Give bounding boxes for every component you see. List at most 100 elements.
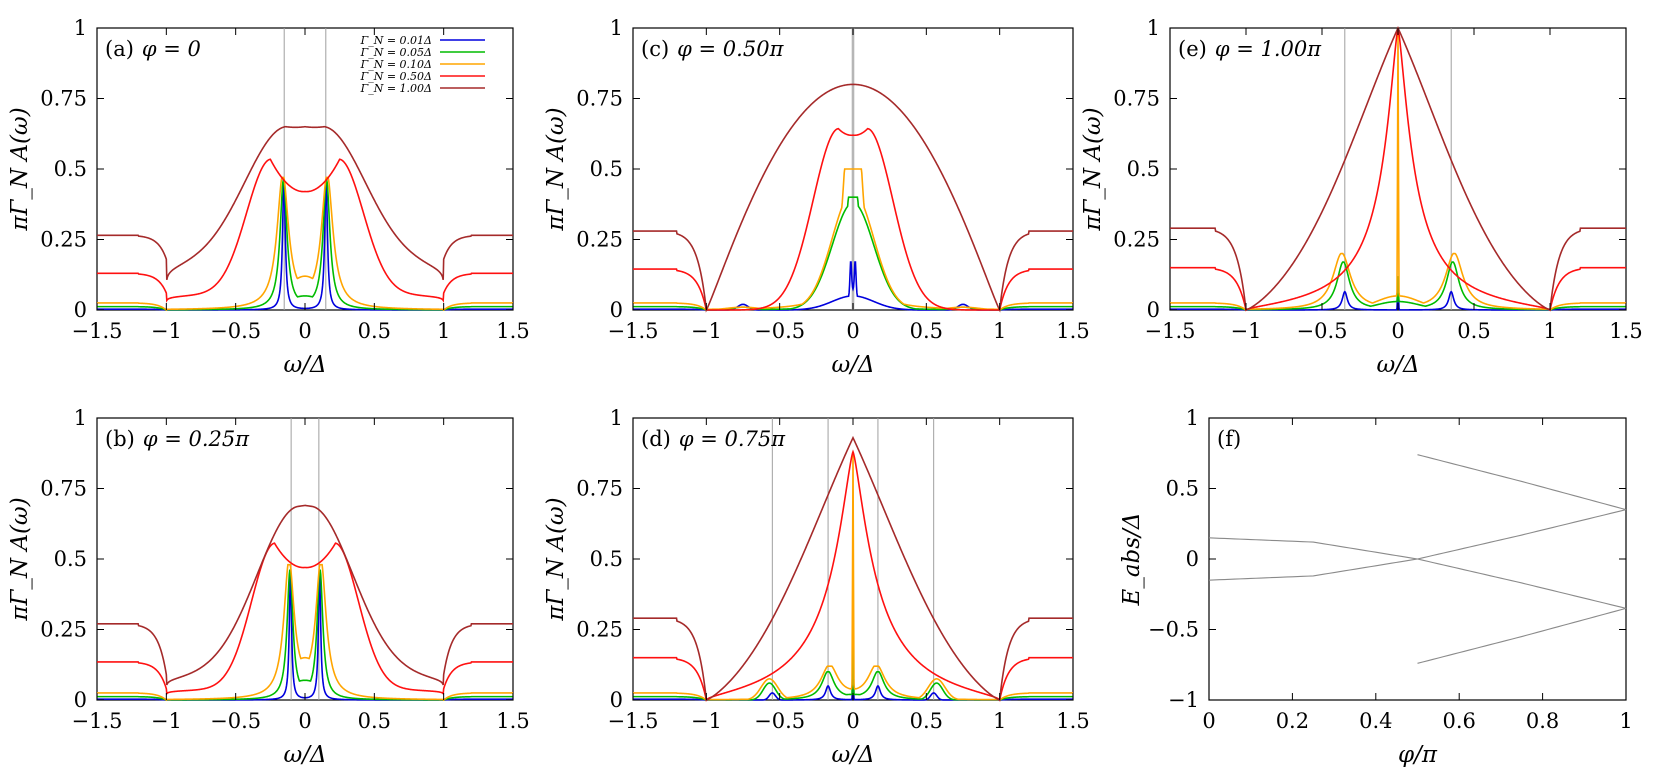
legend-label: Γ_N = 0.01Δ — [360, 34, 432, 47]
x-tick-label: 1.5 — [496, 319, 529, 343]
x-tick-label: 0.5 — [910, 319, 943, 343]
plot-frame — [96, 27, 514, 311]
x-tick-label: −1 — [1231, 319, 1262, 343]
x-tick-label: 0.6 — [1442, 709, 1475, 733]
series-line-g001 — [97, 575, 513, 701]
abs-branch-line — [1417, 454, 1627, 511]
legend-label: Γ_N = 1.00Δ — [360, 82, 432, 95]
series-line-g050 — [97, 542, 513, 696]
y-tick-label: 0.5 — [54, 547, 87, 571]
x-axis-label: ω/Δ — [283, 742, 326, 768]
y-tick-label: 0.75 — [1113, 87, 1160, 111]
abs-branch-line — [1208, 537, 1627, 609]
y-tick-label: 0 — [74, 688, 87, 712]
y-tick-label: 0.75 — [40, 477, 87, 501]
x-tick-label: 0.4 — [1359, 709, 1392, 733]
y-tick-label: 1 — [74, 16, 87, 40]
y-tick-label: 0 — [1147, 298, 1160, 322]
y-axis-label: E_abs/Δ — [1119, 513, 1145, 607]
legend-label: Γ_N = 0.05Δ — [360, 46, 432, 59]
y-tick-label: −1 — [1168, 688, 1199, 712]
x-tick-label: −1.5 — [608, 709, 659, 733]
x-tick-label: −0.5 — [754, 709, 805, 733]
y-tick-label: 1 — [1186, 406, 1199, 430]
x-tick-label: −1 — [691, 319, 722, 343]
series-line-g100 — [97, 504, 513, 686]
x-tick-label: 0 — [1202, 709, 1215, 733]
x-tick-label: −1.5 — [1145, 319, 1196, 343]
y-tick-label: 0.25 — [40, 618, 87, 642]
series-line-g010 — [1170, 27, 1626, 312]
y-tick-label: 0.75 — [576, 477, 623, 501]
x-axis-label: ω/Δ — [283, 352, 326, 378]
series-line-g050 — [97, 158, 513, 303]
abs-branch-line — [1208, 509, 1627, 581]
x-tick-label: 0.2 — [1276, 709, 1309, 733]
y-tick-label: 1 — [610, 406, 623, 430]
x-axis-label: ω/Δ — [1376, 352, 1419, 378]
y-tick-label: 1 — [74, 406, 87, 430]
panel-label: (b) φ = 0.25π — [105, 427, 250, 451]
x-tick-label: −1 — [151, 709, 182, 733]
y-tick-label: 0 — [610, 298, 623, 322]
x-tick-label: −0.5 — [754, 319, 805, 343]
y-axis-label: πΓ_N A(ω) — [543, 497, 569, 621]
y-tick-label: 0.75 — [576, 87, 623, 111]
y-axis-label: πΓ_N A(ω) — [7, 497, 33, 621]
x-tick-label: −1.5 — [72, 709, 123, 733]
y-tick-label: 0.5 — [1166, 477, 1199, 501]
x-tick-label: 0 — [298, 319, 311, 343]
x-tick-label: 1 — [437, 709, 450, 733]
x-tick-label: 0.5 — [910, 709, 943, 733]
legend-label: Γ_N = 0.10Δ — [360, 58, 432, 71]
x-tick-label: 0.5 — [358, 709, 391, 733]
panel-e: −1.5 −1 −0.5 0 0.5 1 1.5 0 0.25 0.5 0.75 1 ω/Δ πΓ_N A… — [1080, 16, 1643, 378]
x-tick-label: −1.5 — [608, 319, 659, 343]
series-line-g010 — [97, 176, 513, 312]
x-tick-label: 1.5 — [1056, 319, 1089, 343]
y-tick-label: 0.25 — [576, 228, 623, 252]
legend-label: Γ_N = 0.50Δ — [360, 70, 432, 83]
series-line-g050 — [633, 127, 1073, 311]
y-tick-label: 0.25 — [576, 618, 623, 642]
panel-d: −1.5 −1 −0.5 0 0.5 1 1.5 0 0.25 0.5 0.75 1 ω/Δ πΓ_N A… — [543, 406, 1090, 768]
x-tick-label: 0.5 — [1457, 319, 1490, 343]
x-tick-label: 1 — [993, 709, 1006, 733]
x-tick-label: 1 — [993, 319, 1006, 343]
y-tick-label: 0.75 — [40, 87, 87, 111]
y-tick-label: 0 — [1186, 547, 1199, 571]
x-tick-label: 1.5 — [496, 709, 529, 733]
x-axis-label: ω/Δ — [831, 352, 874, 378]
y-tick-label: 0.5 — [590, 547, 623, 571]
x-tick-label: 0.5 — [358, 319, 391, 343]
y-tick-label: 0.25 — [1113, 228, 1160, 252]
y-axis-label: πΓ_N A(ω) — [543, 107, 569, 231]
y-axis-label: πΓ_N A(ω) — [1080, 107, 1106, 231]
y-tick-label: 1 — [610, 16, 623, 40]
x-tick-label: 0 — [846, 319, 859, 343]
x-tick-label: 0 — [1391, 319, 1404, 343]
panel-a: −1.5 −1 −0.5 0 0.5 1 1.5 0 0.25 0.5 0.75 1 ω/Δ πΓ_N A… — [7, 16, 530, 378]
panel-label: (d) φ = 0.75π — [641, 427, 786, 451]
x-tick-label: 1.5 — [1056, 709, 1089, 733]
panel-b: −1.5 −1 −0.5 0 0.5 1 1.5 0 0.25 0.5 0.75 1 ω/Δ πΓ_N A… — [7, 406, 530, 768]
x-tick-label: −1.5 — [72, 319, 123, 343]
y-tick-label: 0 — [74, 298, 87, 322]
x-tick-label: −0.5 — [210, 319, 261, 343]
x-tick-label: 1 — [1543, 319, 1556, 343]
y-axis-label: πΓ_N A(ω) — [7, 107, 33, 231]
panel-label: (c) φ = 0.50π — [641, 37, 785, 61]
y-tick-label: 0.5 — [590, 157, 623, 181]
series-line-g005 — [633, 196, 1073, 311]
x-axis-label: φ/π — [1398, 742, 1438, 768]
series-line-g100 — [97, 125, 513, 281]
y-tick-label: 0 — [610, 688, 623, 712]
x-axis-label: ω/Δ — [831, 742, 874, 768]
y-tick-label: −0.5 — [1148, 618, 1199, 642]
x-tick-label: −1 — [151, 319, 182, 343]
panel-label: (f) — [1217, 427, 1241, 451]
panel-label: (e) φ = 1.00π — [1178, 37, 1322, 61]
y-tick-label: 1 — [1147, 16, 1160, 40]
